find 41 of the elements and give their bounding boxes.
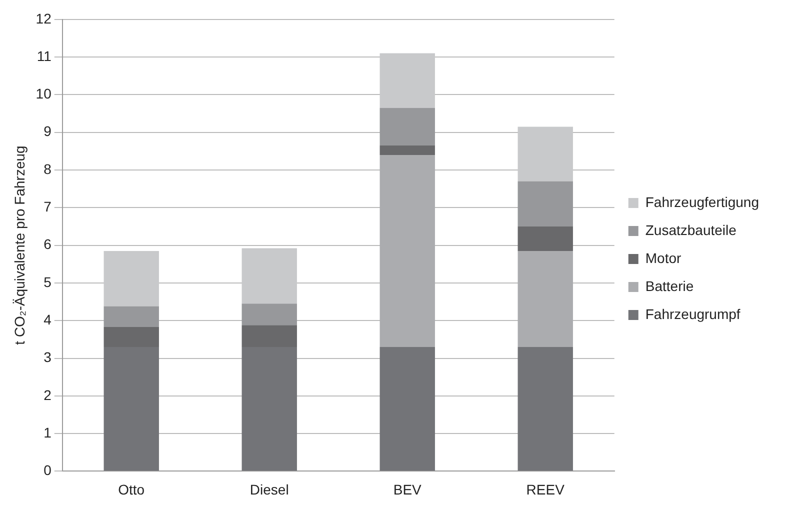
- y-tick-label: 9: [44, 123, 52, 140]
- x-tick-label: Otto: [118, 481, 145, 498]
- bar: [518, 250, 573, 347]
- x-tick-label: Diesel: [250, 481, 289, 498]
- legend-label: Motor: [645, 250, 682, 266]
- bar: [104, 250, 159, 306]
- bar: [380, 53, 435, 108]
- bar: [518, 181, 573, 226]
- y-tick-label: 0: [44, 462, 52, 478]
- bar: [104, 327, 159, 347]
- bar: [380, 154, 435, 347]
- bar: [242, 346, 297, 471]
- bar: [242, 304, 297, 326]
- bar: [104, 306, 159, 327]
- bar: [104, 346, 159, 471]
- bar: [518, 226, 573, 251]
- bar: [242, 325, 297, 347]
- bar: [518, 346, 573, 471]
- y-tick-label: 1: [44, 424, 52, 440]
- bar: [380, 108, 435, 146]
- y-tick-label: 7: [44, 198, 52, 215]
- bar: [380, 346, 435, 471]
- bar: [242, 248, 297, 304]
- y-tick-label: 2: [44, 386, 52, 403]
- y-tick-label: 6: [44, 236, 52, 252]
- y-tick-label: 10: [36, 86, 52, 102]
- bar: [380, 146, 435, 155]
- x-tick-label: BEV: [393, 481, 422, 498]
- bar: [518, 126, 573, 182]
- legend-label: Batterie: [645, 278, 694, 294]
- y-tick-label: 3: [44, 349, 52, 366]
- y-tick-label: 4: [44, 311, 52, 328]
- y-tick-label: 11: [36, 48, 52, 64]
- legend-label: Fahrzeugfertigung: [645, 194, 760, 210]
- y-tick-label: 12: [36, 10, 52, 26]
- legend-label: Fahrzeugrumpf: [645, 306, 740, 322]
- y-tick-label: 8: [44, 160, 52, 177]
- legend-label: Zusatzbauteile: [645, 222, 737, 238]
- y-tick-label: 5: [44, 274, 52, 290]
- y-axis-title: t CO₂-Äquivalente pro Fahrzeug: [11, 146, 28, 345]
- x-tick-label: REEV: [526, 481, 566, 498]
